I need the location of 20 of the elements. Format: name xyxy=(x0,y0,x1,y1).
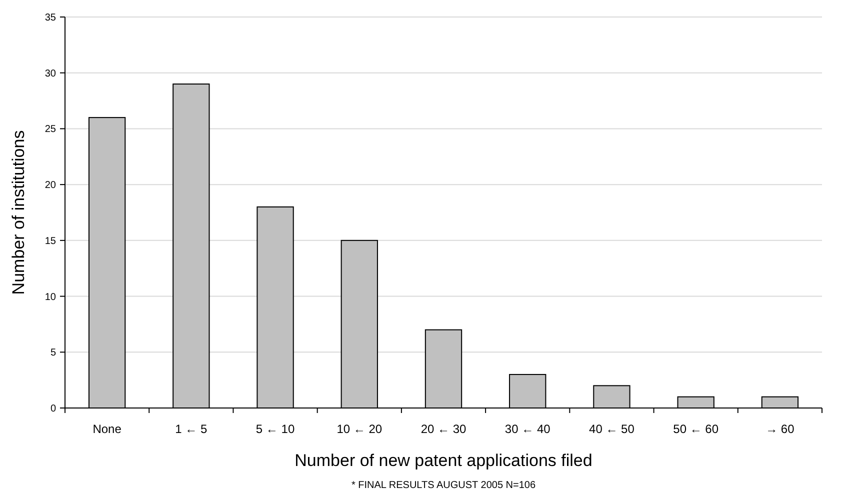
x-tick-label: 20 ← 30 xyxy=(420,422,466,436)
y-tick-label: 35 xyxy=(44,12,56,24)
x-tick-label: → 60 xyxy=(766,422,795,436)
y-tick-label: 15 xyxy=(44,236,56,247)
x-tick-label: 30 ← 40 xyxy=(504,422,551,436)
y-tick-label: 0 xyxy=(50,404,56,414)
x-tick-label: 1 ← 5 xyxy=(175,422,208,436)
y-axis-title: Number of institutions xyxy=(9,130,28,295)
x-axis-title: Number of new patent applications filed xyxy=(294,451,592,470)
y-tick-label: 5 xyxy=(50,348,56,359)
x-tick-label: 40 ← 50 xyxy=(589,422,635,436)
text: * FINAL RESULTS AUGUST 2005 N=106 xyxy=(351,480,536,491)
x-tick-label: 5 ← 10 xyxy=(256,422,295,436)
y-tick-label: 30 xyxy=(44,68,56,80)
y-tick-label: 10 xyxy=(44,292,56,303)
x-tick-label: None xyxy=(92,422,122,436)
y-tick-label: 20 xyxy=(44,180,56,192)
y-tick-label: 25 xyxy=(44,124,56,136)
x-tick-label: 50 ← 60 xyxy=(673,422,719,436)
x-tick-label: 10 ← 20 xyxy=(336,422,382,436)
